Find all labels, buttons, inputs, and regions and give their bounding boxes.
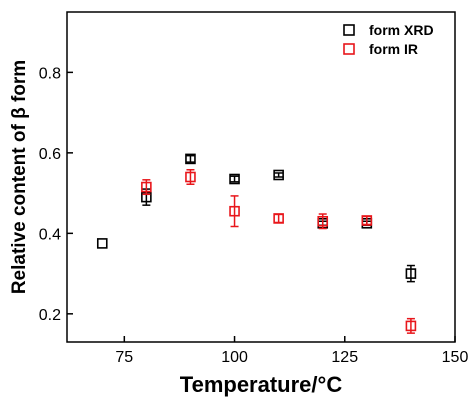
legend-marker-xrd bbox=[343, 24, 355, 36]
data-point bbox=[229, 205, 240, 217]
plot-frame bbox=[66, 11, 456, 343]
data-point bbox=[185, 171, 196, 183]
data-point bbox=[185, 153, 196, 165]
y-tick-label: 0.4 bbox=[39, 226, 61, 243]
legend: form XRD form IR bbox=[343, 22, 434, 57]
x-tick-label: 150 bbox=[442, 349, 469, 366]
x-tick-label: 100 bbox=[221, 349, 248, 366]
x-tick-label: 125 bbox=[331, 349, 358, 366]
legend-label-xrd: form XRD bbox=[369, 22, 434, 38]
data-point bbox=[317, 215, 329, 227]
legend-marker-ir bbox=[343, 43, 355, 55]
y-axis-title: Relative content of β form bbox=[9, 60, 30, 294]
data-point bbox=[96, 238, 108, 249]
series-1 bbox=[141, 169, 417, 334]
axis-ticks: 75 100 125 150 0.2 0.4 0.6 0.8 bbox=[39, 65, 469, 366]
data-point bbox=[405, 320, 417, 332]
legend-label-ir: form IR bbox=[369, 41, 418, 57]
data-point bbox=[273, 213, 284, 224]
data-point bbox=[361, 215, 373, 226]
series-0 bbox=[96, 153, 417, 283]
y-tick-label: 0.6 bbox=[39, 146, 61, 163]
x-axis-title: Temperature/°C bbox=[180, 372, 343, 397]
data-point bbox=[229, 173, 240, 185]
data-point bbox=[141, 181, 152, 193]
y-tick-label: 0.8 bbox=[39, 65, 61, 82]
series-layer bbox=[96, 153, 417, 334]
data-point bbox=[405, 268, 417, 279]
y-tick-label: 0.2 bbox=[39, 307, 61, 324]
data-point bbox=[273, 169, 284, 181]
x-tick-label: 75 bbox=[115, 349, 133, 366]
